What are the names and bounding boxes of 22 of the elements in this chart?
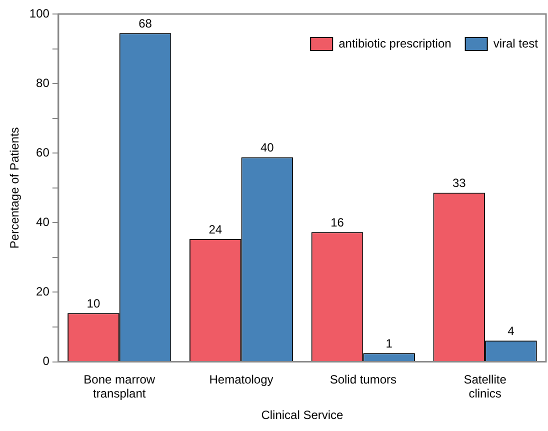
annotation: 40	[260, 140, 274, 155]
y-tick-label: 100	[29, 6, 50, 20]
annotation: 16	[330, 215, 344, 230]
annotation: 24	[208, 222, 222, 236]
y-tick-label: 40	[36, 214, 50, 229]
annotation: 4	[508, 324, 515, 338]
y-tick-label: 0	[42, 354, 50, 368]
legend-label: viral test	[493, 36, 539, 50]
x-axis-title: Clinical Service	[261, 408, 344, 422]
legend-label: antibiotic prescription	[338, 36, 452, 50]
y-tick-label: 20	[36, 284, 50, 299]
y-axis-title: Percentage of Patients	[8, 127, 22, 249]
annotation: 1	[386, 336, 393, 350]
x-tick-label: Solid tumors	[330, 372, 397, 386]
y-tick-label: 60	[36, 145, 50, 160]
y-tick-label: 80	[36, 76, 50, 90]
x-tick-label: Hematology	[209, 372, 274, 386]
annotation: 10	[86, 296, 100, 310]
x-tick-label: Satellite clinics	[464, 372, 507, 401]
x-tick-label: Bone marrow transplant	[84, 372, 156, 401]
annotation: 33	[452, 176, 466, 190]
annotation: 68	[138, 16, 152, 30]
